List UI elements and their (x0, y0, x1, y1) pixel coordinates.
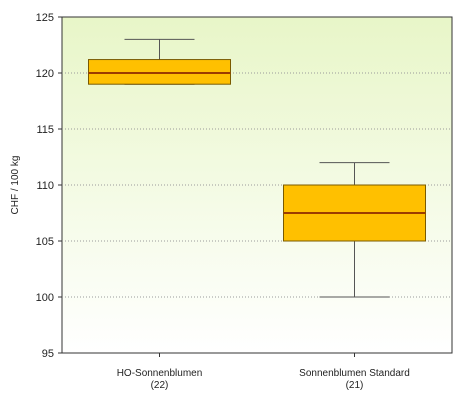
y-tick-label: 100 (36, 292, 54, 304)
interquartile-box (88, 59, 231, 85)
box-1 (88, 38, 231, 85)
box-2 (283, 162, 426, 298)
y-tick-label: 115 (36, 124, 54, 136)
y-axis: 95 100 105 110 115 120 125 (36, 12, 62, 360)
box-series (88, 38, 426, 298)
x-tick-count: (21) (346, 380, 364, 390)
x-tick-count: (22) (151, 380, 169, 390)
x-tick-label: HO-Sonnenblumen (117, 368, 203, 379)
y-tick-label: 120 (36, 68, 54, 80)
y-tick-label: 105 (36, 236, 54, 248)
y-axis-label: CHF / 100 kg (10, 156, 21, 215)
y-tick-label: 95 (42, 348, 54, 360)
x-tick-label: Sonnenblumen Standard (299, 368, 410, 379)
y-tick-label: 125 (36, 12, 54, 24)
x-axis: HO-Sonnenblumen(22) Sonnenblumen Standard… (117, 353, 410, 391)
y-tick-label: 110 (36, 180, 54, 192)
